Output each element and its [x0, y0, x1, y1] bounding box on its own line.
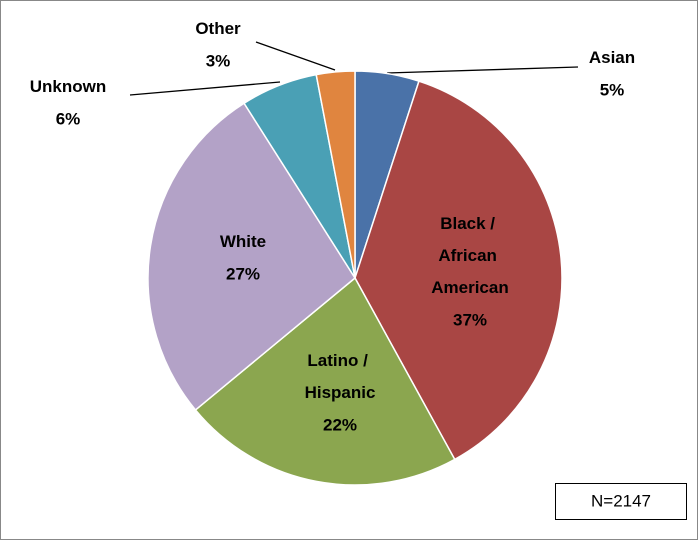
value-label: 37%	[453, 310, 487, 329]
value-label: 6%	[56, 109, 81, 128]
value-label: 3%	[206, 51, 231, 70]
slice-label: Other	[195, 19, 241, 38]
slice-label: White	[220, 232, 266, 251]
value-label: 5%	[600, 80, 625, 99]
leader-line	[129, 81, 281, 96]
pie-slice	[147, 102, 356, 412]
pie-slice	[194, 276, 456, 486]
leader-line	[386, 66, 579, 74]
annotation-box	[555, 483, 687, 520]
slice-label: Asian	[589, 48, 635, 67]
value-label: 22%	[323, 415, 357, 434]
annotation: N=2147	[591, 491, 651, 510]
pie-slice	[354, 80, 563, 461]
slice-label: Unknown	[30, 77, 107, 96]
leader-line	[255, 41, 336, 71]
slice-label: Latino / Hispanic	[305, 351, 376, 402]
pie-slice	[315, 70, 356, 279]
pie	[147, 70, 563, 486]
value-label: 27%	[226, 264, 260, 283]
slice-label: Black / African American	[431, 214, 508, 297]
